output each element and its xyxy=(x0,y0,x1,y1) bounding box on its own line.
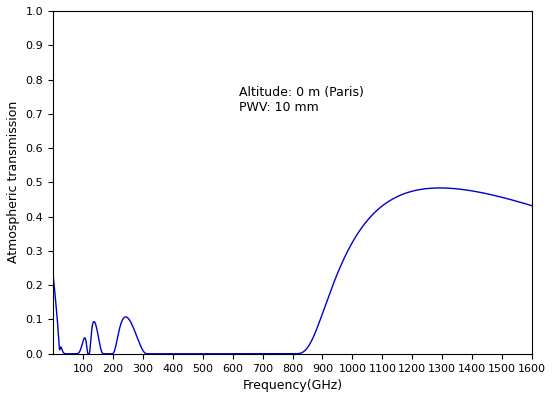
X-axis label: Frequency(GHz): Frequency(GHz) xyxy=(242,379,342,392)
Y-axis label: Atmospheric transmission: Atmospheric transmission xyxy=(7,101,20,263)
Text: Altitude: 0 m (Paris)
PWV: 10 mm: Altitude: 0 m (Paris) PWV: 10 mm xyxy=(238,86,363,115)
